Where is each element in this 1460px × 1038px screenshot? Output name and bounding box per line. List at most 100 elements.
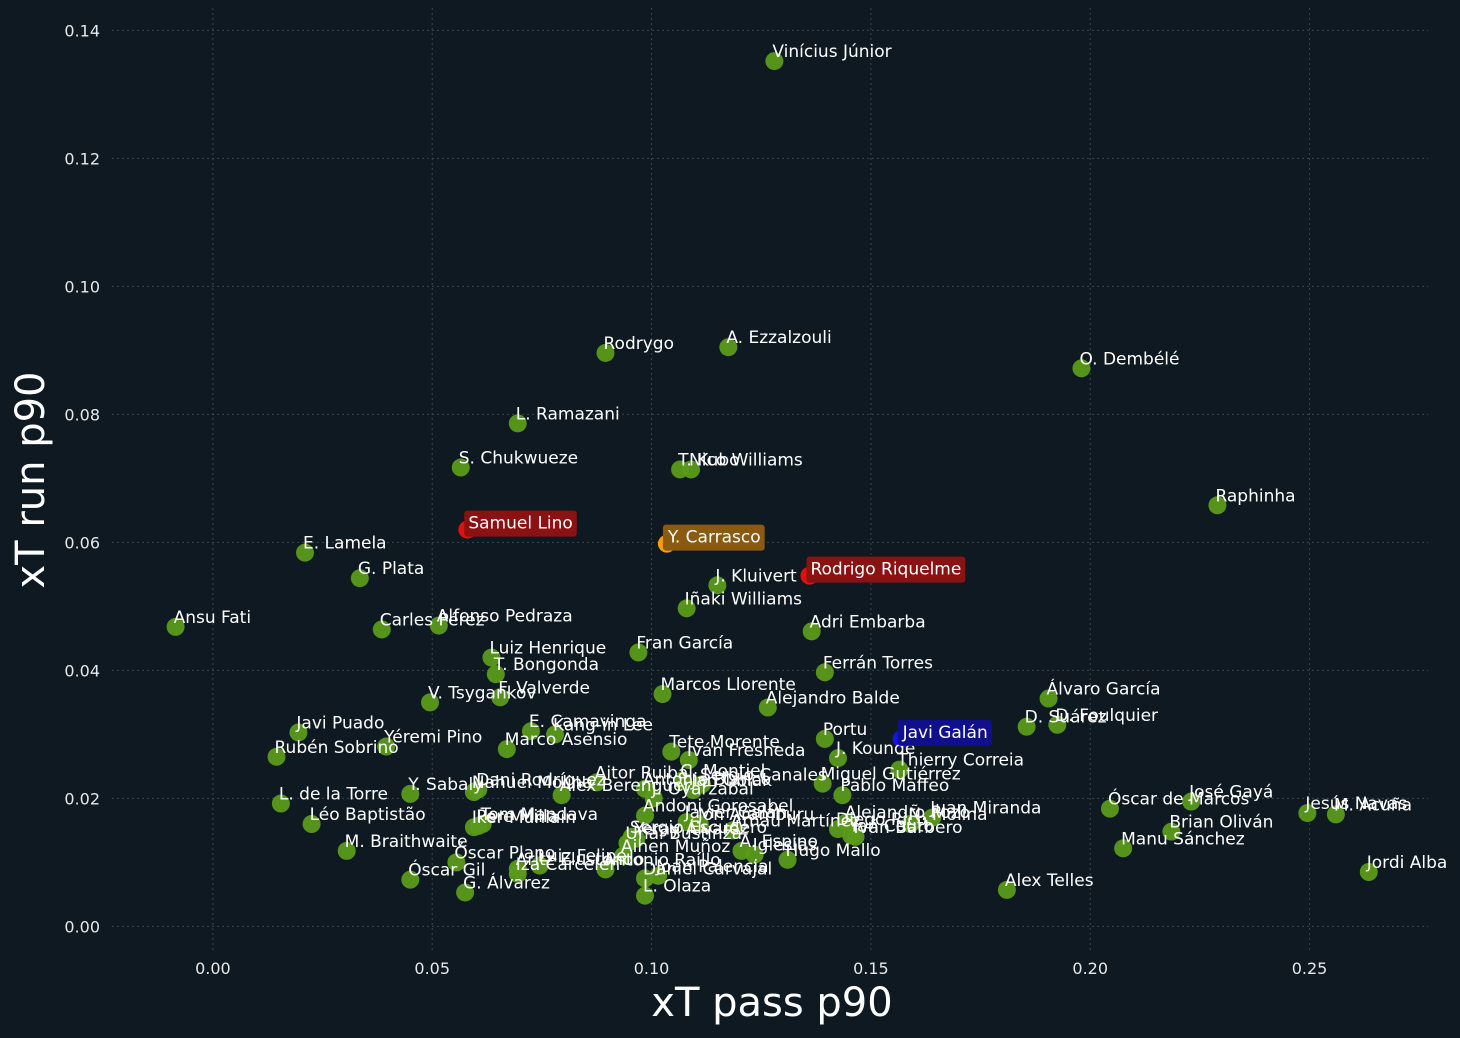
data-point bbox=[596, 860, 615, 879]
data-point-label: Ñ. Molina bbox=[908, 803, 987, 825]
data-point-label: F. Valverde bbox=[498, 678, 590, 698]
data-point-label: Hugo Mallo bbox=[786, 841, 881, 861]
data-point-label: Óscar Plano bbox=[454, 841, 555, 863]
data-point-label: Tom Mandava bbox=[480, 805, 598, 825]
data-point-label: Iza Carcelén bbox=[516, 855, 620, 875]
data-point-label: G. Plata bbox=[358, 559, 424, 579]
highlight-label: Y. Carrasco bbox=[662, 524, 765, 551]
data-point bbox=[508, 414, 527, 433]
data-point bbox=[653, 685, 672, 704]
data-point bbox=[1326, 805, 1345, 824]
y-tick-label: 0.02 bbox=[64, 789, 100, 808]
data-point bbox=[846, 827, 865, 846]
data-point bbox=[267, 747, 286, 766]
data-point-label: Aihen Muñoz bbox=[621, 837, 730, 857]
data-point bbox=[1114, 839, 1133, 858]
data-point-label: Rodrigo Riquelme bbox=[810, 560, 961, 580]
data-point-label: Jan Oblak bbox=[690, 771, 772, 791]
data-point-label: Fran García bbox=[636, 633, 733, 653]
data-point-label: Arnau Martínez bbox=[731, 811, 860, 831]
data-point-label: Juan Miranda bbox=[929, 799, 1041, 819]
data-point bbox=[289, 723, 308, 742]
data-point bbox=[723, 821, 742, 840]
data-point-label: Iván Fresneda bbox=[687, 741, 806, 761]
data-point bbox=[447, 853, 466, 872]
data-point bbox=[708, 576, 727, 595]
data-point bbox=[350, 569, 369, 588]
data-point-label: M. Acuña bbox=[1334, 795, 1412, 815]
y-tick-label: 0.06 bbox=[64, 533, 100, 552]
y-axis-title: xT run p90 bbox=[8, 372, 54, 589]
data-point bbox=[1048, 715, 1067, 734]
data-point bbox=[1162, 822, 1181, 841]
data-point bbox=[677, 813, 696, 832]
data-point bbox=[546, 725, 565, 744]
data-point-label: Adri Embarba bbox=[810, 612, 926, 632]
data-point-label: Diego Rico bbox=[836, 810, 927, 830]
data-point bbox=[530, 856, 549, 875]
data-point bbox=[614, 847, 633, 865]
data-point-label: Alfonso Pedraza bbox=[437, 607, 573, 627]
data-point-label: Pere Milla bbox=[476, 807, 558, 827]
highlight-label-box bbox=[662, 524, 765, 551]
data-point-label: Yan Couto bbox=[848, 817, 934, 837]
data-point-label: Thierry Correia bbox=[896, 751, 1024, 771]
data-point-label: Jon Aramburu bbox=[697, 805, 815, 825]
data-point-label: M. Braithwaite bbox=[345, 832, 468, 852]
data-point bbox=[1298, 804, 1317, 823]
data-point-label: T. Kubo bbox=[677, 450, 739, 470]
data-point bbox=[508, 864, 527, 883]
data-point-label: Luiz Felipe bbox=[538, 847, 627, 867]
data-point-label: Alejandro Pozo bbox=[845, 803, 970, 823]
y-tick-label: 0.10 bbox=[64, 277, 100, 296]
data-point-label: Rodrygo bbox=[604, 334, 674, 354]
data-point-label: Javier Galán bbox=[684, 803, 788, 823]
data-point bbox=[923, 808, 942, 827]
data-point-label: L. Ramazani bbox=[516, 404, 620, 424]
data-point bbox=[587, 773, 606, 792]
data-point-label: E. Camavinga bbox=[529, 712, 647, 732]
data-point-label: Iglesias bbox=[753, 836, 817, 856]
data-point-label: Léo Baptistão bbox=[310, 805, 426, 825]
data-point-label: A. Espino bbox=[739, 832, 817, 852]
data-point bbox=[745, 845, 764, 864]
data-point bbox=[828, 749, 847, 768]
data-point-label: Luiz Henrique bbox=[489, 639, 606, 659]
highlight-label: Rodrigo Riquelme bbox=[806, 556, 966, 583]
data-point bbox=[629, 643, 648, 662]
data-point bbox=[302, 815, 321, 833]
data-point bbox=[778, 850, 797, 869]
highlight-label-box bbox=[806, 556, 966, 583]
data-point-label: Samuel Lino bbox=[468, 514, 573, 534]
data-point-label: Tete Morente bbox=[668, 733, 780, 753]
data-point bbox=[635, 806, 654, 825]
data-point bbox=[1039, 689, 1058, 708]
data-point bbox=[1208, 496, 1227, 515]
x-tick-label: 0.10 bbox=[634, 959, 670, 978]
data-point-label: O. Dembélé bbox=[1079, 349, 1179, 369]
data-point bbox=[401, 870, 420, 889]
data-point bbox=[482, 648, 501, 667]
x-tick-label: 0.00 bbox=[195, 959, 231, 978]
data-point bbox=[473, 815, 492, 833]
data-point-label: Javi Galán bbox=[902, 723, 988, 743]
data-point bbox=[377, 737, 396, 756]
data-point-label: J. Koundé bbox=[835, 739, 915, 759]
data-point bbox=[596, 343, 615, 362]
highlight-label: Samuel Lino bbox=[464, 510, 577, 537]
data-point-labels: Vinícius Júnior Rodrygo A. Ezzalzouli O. De… bbox=[174, 42, 1448, 897]
data-point bbox=[815, 729, 834, 748]
data-point bbox=[1359, 863, 1378, 881]
data-point bbox=[451, 458, 470, 477]
data-point-label: Carles Pérez bbox=[380, 610, 485, 630]
data-point bbox=[552, 786, 571, 805]
y-tick-label: 0.00 bbox=[64, 917, 100, 936]
data-points bbox=[166, 52, 1378, 905]
highlight-label: Javi Galán bbox=[897, 719, 992, 746]
data-point bbox=[337, 841, 356, 860]
data-point-label: D. Foulquier bbox=[1055, 706, 1158, 726]
data-point-label: Marcos Llorente bbox=[661, 675, 796, 695]
data-point bbox=[997, 880, 1016, 899]
data-point bbox=[765, 52, 784, 71]
